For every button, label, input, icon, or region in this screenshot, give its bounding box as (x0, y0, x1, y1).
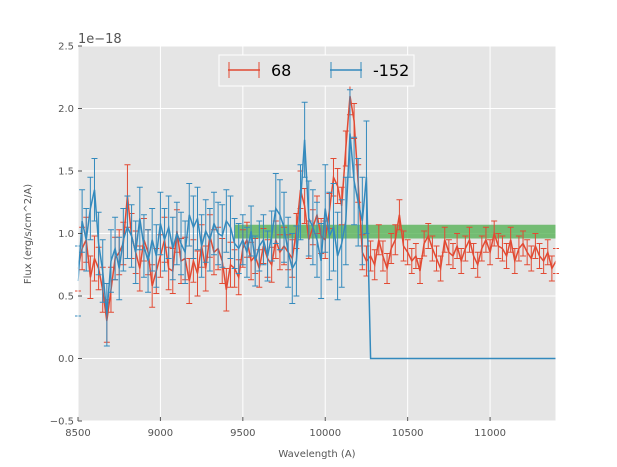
x-tick-label: 10000 (309, 428, 341, 439)
x-axis-label: Wavelength (A) (278, 449, 355, 460)
series-line (77, 133, 556, 360)
y-tick-label: 1.0 (58, 229, 74, 240)
y-tick-label: 0.5 (58, 292, 74, 303)
legend-label: -152 (373, 61, 409, 80)
y-tick-label: 2.5 (58, 42, 74, 53)
y-tick-label: 0.0 (58, 354, 74, 365)
x-tick-label: 11000 (474, 428, 506, 439)
legend-items: 68 -152 (228, 61, 409, 80)
legend: 68 -152 (218, 54, 415, 87)
ticks: 8500 9000 9500 10000 10500 11000 −0.5 0.0 0.5 1.0… (50, 42, 506, 440)
series-1 (75, 89, 556, 360)
x-tick-label: 9500 (230, 428, 255, 439)
x-tick-label: 8500 (65, 428, 90, 439)
offset-label: 1e−18 (78, 32, 122, 47)
legend-label: 68 (271, 61, 291, 80)
series-layer (75, 76, 559, 360)
x-tick-label: 9000 (148, 428, 173, 439)
y-tick-label: 2.0 (58, 104, 74, 115)
x-tick-label: 10500 (392, 428, 424, 439)
y-tick-label: −0.5 (50, 417, 74, 428)
y-axis-label: Flux (erg/s/cm^2/A) (23, 184, 34, 284)
y-tick-label: 1.5 (58, 167, 74, 178)
